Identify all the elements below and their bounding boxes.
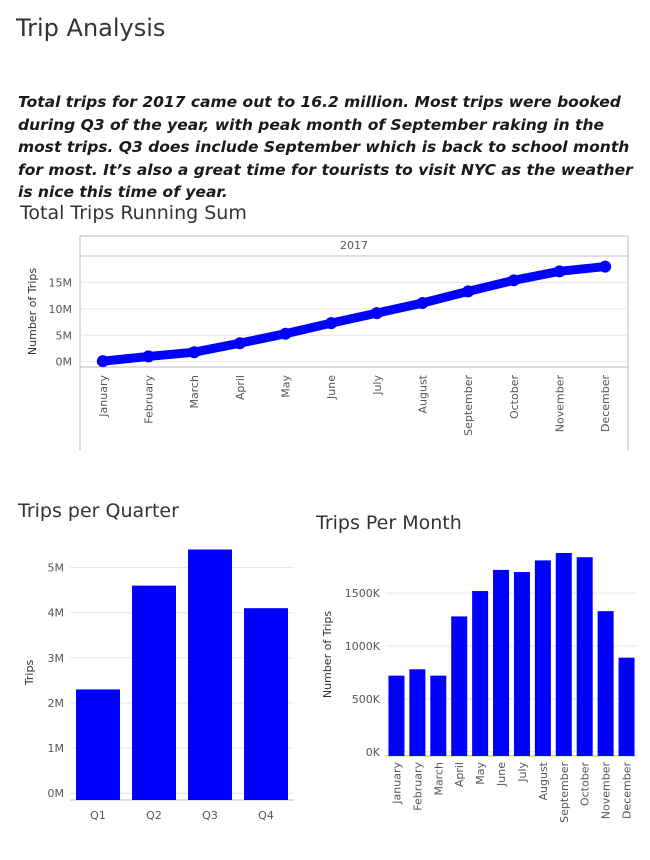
x-tick-label: November bbox=[600, 762, 613, 820]
x-tick-label: February bbox=[411, 762, 424, 811]
x-tick-label: January bbox=[390, 762, 403, 805]
year-header: 2017 bbox=[340, 239, 368, 252]
bar-august bbox=[534, 560, 551, 756]
line-point-january bbox=[96, 355, 109, 368]
line-point-june bbox=[325, 317, 338, 330]
x-tick-label: September bbox=[558, 762, 571, 823]
running-sum-line bbox=[98, 262, 610, 366]
x-tick-label: October bbox=[508, 375, 521, 419]
bar-january bbox=[388, 675, 405, 756]
narrative-text: Total trips for 2017 came out to 16.2 mi… bbox=[18, 93, 633, 201]
x-tick-label: September bbox=[462, 375, 475, 436]
bar-q3 bbox=[188, 549, 232, 800]
x-tick-label: May bbox=[280, 375, 293, 398]
y-tick-label: 15M bbox=[49, 276, 73, 289]
x-tick-label: August bbox=[417, 374, 430, 413]
bar-june bbox=[493, 569, 510, 756]
y-tick-label: 10M bbox=[49, 303, 73, 316]
x-tick-label: Q3 bbox=[202, 809, 218, 822]
x-tick-label: March bbox=[432, 762, 445, 796]
bar-december bbox=[618, 657, 635, 756]
y-axis-title: Number of Trips bbox=[321, 611, 334, 698]
bar-october bbox=[576, 557, 593, 756]
x-tick-label: Q4 bbox=[258, 809, 274, 822]
bar-march bbox=[430, 675, 447, 756]
bar-november bbox=[597, 611, 614, 756]
line-point-april bbox=[233, 337, 246, 350]
y-tick-label: 0M bbox=[48, 787, 65, 800]
bar-q2 bbox=[132, 585, 176, 800]
x-tick-label: May bbox=[474, 762, 487, 785]
y-tick-label: 1500K bbox=[345, 587, 381, 600]
month-chart-title: Trips Per Month bbox=[316, 512, 462, 534]
y-tick-label: 4M bbox=[48, 607, 65, 620]
bar-february bbox=[409, 669, 426, 756]
x-tick-label: June bbox=[325, 375, 338, 400]
bar-july bbox=[513, 572, 530, 756]
line-point-february bbox=[142, 350, 155, 363]
y-tick-label: 0M bbox=[56, 356, 73, 369]
y-tick-label: 1000K bbox=[345, 640, 381, 653]
y-axis-title: Trips bbox=[23, 660, 36, 687]
x-tick-label: Q2 bbox=[146, 809, 162, 822]
x-tick-label: December bbox=[621, 762, 634, 820]
y-tick-label: 0K bbox=[366, 746, 381, 759]
x-tick-label: April bbox=[453, 762, 466, 787]
line-point-july bbox=[370, 307, 383, 320]
bar-q1 bbox=[76, 689, 120, 800]
line-point-may bbox=[279, 327, 292, 340]
y-tick-label: 5M bbox=[56, 329, 73, 342]
running-sum-chart-title: Total Trips Running Sum bbox=[20, 202, 247, 224]
line-point-november bbox=[553, 265, 566, 278]
x-tick-label: Q1 bbox=[90, 809, 106, 822]
bar-may bbox=[472, 591, 489, 756]
y-tick-label: 2M bbox=[48, 697, 65, 710]
x-tick-label: February bbox=[143, 375, 156, 424]
bar-september bbox=[555, 553, 572, 756]
line-point-september bbox=[462, 285, 475, 298]
y-tick-label: 3M bbox=[48, 652, 65, 665]
x-tick-label: December bbox=[599, 375, 612, 433]
bar-q4 bbox=[244, 608, 288, 800]
x-tick-label: August bbox=[537, 761, 550, 800]
line-point-december bbox=[599, 260, 612, 273]
x-tick-label: July bbox=[516, 762, 529, 783]
x-tick-label: April bbox=[234, 375, 247, 400]
quarter-chart-title: Trips per Quarter bbox=[18, 500, 179, 522]
page-title: Trip Analysis bbox=[16, 14, 166, 42]
x-tick-label: June bbox=[495, 762, 508, 787]
y-axis-title: Number of Trips bbox=[26, 268, 39, 355]
x-tick-label: January bbox=[97, 375, 110, 418]
x-tick-label: March bbox=[188, 375, 201, 409]
line-point-march bbox=[188, 346, 201, 359]
x-tick-label: July bbox=[371, 375, 384, 396]
line-point-august bbox=[416, 297, 429, 310]
y-tick-label: 1M bbox=[48, 742, 65, 755]
y-tick-label: 500K bbox=[352, 693, 381, 706]
bar-april bbox=[451, 616, 468, 756]
line-point-october bbox=[507, 274, 520, 287]
x-tick-label: November bbox=[554, 375, 567, 433]
y-tick-label: 5M bbox=[48, 562, 65, 575]
x-tick-label: October bbox=[579, 762, 592, 806]
